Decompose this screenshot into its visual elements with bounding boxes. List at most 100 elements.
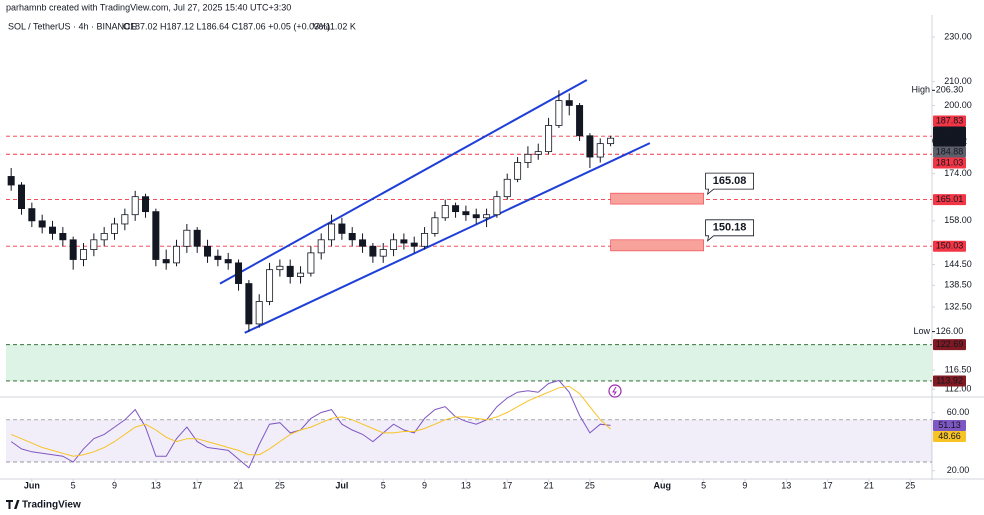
price-tag [933, 194, 966, 206]
y-tick-label: 60.00 [947, 407, 970, 417]
value-tag-label: 48.66 [938, 431, 961, 441]
candle-body [38, 220, 46, 228]
x-tick-label: 21 [234, 480, 244, 490]
x-tick-label: Jun [24, 480, 40, 490]
price-tag-label: 165.01 [936, 194, 964, 204]
candle-body [59, 233, 67, 241]
candle-body [286, 265, 294, 277]
y-tick-label: 158.00 [944, 215, 972, 225]
y-tick-label: 138.50 [944, 280, 972, 290]
candle-body [162, 259, 170, 264]
x-tick-label: 21 [544, 480, 554, 490]
candle-body [596, 143, 604, 158]
x-tick-label: 25 [905, 480, 915, 490]
candle-body [69, 239, 77, 260]
price-tag [933, 240, 966, 252]
candle-body [276, 265, 284, 271]
logo: TradingView [6, 500, 81, 511]
candle-body [214, 255, 222, 260]
brand: TradingView [22, 500, 81, 511]
y-tick-label: 174.00 [944, 168, 972, 178]
candle-body [379, 249, 387, 257]
candle-body [183, 229, 191, 247]
candle-body [369, 245, 377, 257]
candle-body [18, 184, 26, 210]
y-tick-label: 116.50 [945, 364, 972, 374]
callout-label: 150.18 [713, 222, 747, 234]
candle-body [545, 125, 553, 153]
candle-body [462, 211, 470, 216]
price-tag-label: 150.03 [936, 241, 964, 251]
candle-body [514, 162, 522, 180]
y-tick-label: 200.00 [944, 100, 972, 110]
candle-body [28, 208, 36, 222]
candle-body [565, 100, 573, 106]
credit: parhamnb created with TradingView.com, J… [6, 2, 291, 12]
candle-body [80, 249, 88, 260]
price-tag-name: High [911, 85, 930, 95]
zone [6, 344, 932, 381]
candle-body [204, 245, 212, 257]
ohlc: O187.02 H187.12 L186.64 C187.06 +0.05 (+… [123, 21, 330, 31]
candle-body [338, 223, 346, 234]
x-tick-label: 21 [864, 480, 874, 490]
candle-body [534, 151, 542, 155]
x-tick-label: 25 [275, 480, 285, 490]
callout [705, 172, 754, 196]
x-tick-label: 9 [422, 480, 427, 490]
candle-body [7, 176, 15, 186]
y-tick-label: 20.00 [947, 465, 970, 475]
rsi-line [10, 379, 611, 469]
candle-body [493, 196, 501, 216]
candle-body [421, 233, 429, 247]
candle-body [121, 214, 129, 225]
price-tag-label: 126.00 [936, 326, 964, 336]
alert-circle [608, 384, 622, 398]
candle-body [307, 252, 315, 274]
candle-body [111, 223, 119, 234]
x-tick-label: 13 [151, 480, 161, 490]
rsi-line [11, 385, 611, 457]
candle-body [348, 233, 356, 241]
callout [705, 219, 754, 242]
x-tick-label: 25 [585, 480, 595, 490]
candle-body [142, 196, 150, 213]
x-tick-label: 17 [502, 480, 512, 490]
price-tag [933, 157, 966, 169]
x-tick-label: 17 [823, 480, 833, 490]
price-tag-label: 187.83 [936, 115, 964, 125]
value-tag [933, 430, 966, 442]
price-tag-label: 184.88 [936, 146, 964, 156]
x-tick-label: 13 [781, 480, 791, 490]
x-tick-label: 5 [701, 480, 706, 490]
zone-box [610, 192, 704, 205]
candle-body [90, 239, 98, 250]
price-tag-label: 187.06 [936, 126, 964, 136]
x-tick-label: 9 [112, 480, 117, 490]
candle-body [297, 272, 305, 277]
price-tag [933, 126, 966, 147]
candle-body [441, 205, 449, 219]
x-tick-label: 17 [192, 480, 202, 490]
x-tick-label: 5 [381, 480, 386, 490]
alert-icon[interactable] [608, 384, 622, 398]
candle-body [607, 137, 615, 145]
callout-label: 165.08 [713, 175, 747, 187]
candle-body [431, 217, 439, 234]
candle-body [400, 239, 408, 244]
price-tag-label: 113.92 [936, 375, 963, 385]
price-tag [933, 375, 966, 387]
price-tag-label: 122.69 [936, 339, 964, 349]
trendline [244, 142, 651, 334]
candle-body [524, 153, 532, 163]
candle-body [586, 135, 594, 158]
price-tag-countdown: 03:49:52 [932, 136, 967, 146]
candle-body [503, 178, 511, 198]
y-tick-label: 132.50 [944, 301, 972, 311]
trendline [219, 79, 588, 285]
candle-body [576, 105, 584, 137]
x-tick-label: 13 [461, 480, 471, 490]
symbol: SOL / TetherUS · 4h · BINANCE [8, 21, 137, 31]
y-tick-label: 210.00 [944, 76, 972, 86]
